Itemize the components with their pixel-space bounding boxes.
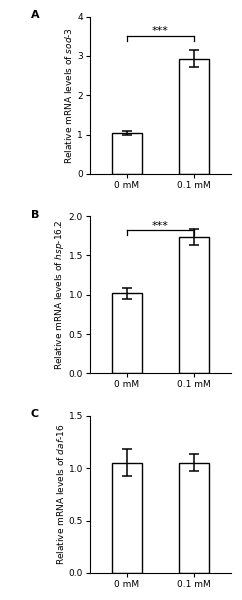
Text: B: B [31,210,39,220]
Text: C: C [31,409,39,419]
Bar [179,59,209,174]
Text: ***: *** [152,221,169,230]
Bar [112,293,142,373]
Text: ***: *** [152,26,169,37]
Text: A: A [31,10,39,20]
Y-axis label: Relative mRNA levels of $\mathit{hsp\text{-}16.2}$: Relative mRNA levels of $\mathit{hsp\tex… [53,220,66,370]
Bar [179,463,209,573]
Y-axis label: Relative mRNA levels of $\mathit{daf\text{-}16}$: Relative mRNA levels of $\mathit{daf\tex… [55,424,66,565]
Bar [112,133,142,174]
Bar [112,463,142,573]
Bar [179,238,209,373]
Y-axis label: Relative mRNA levels of $\mathit{sod\text{-}3}$: Relative mRNA levels of $\mathit{sod\tex… [63,27,74,164]
